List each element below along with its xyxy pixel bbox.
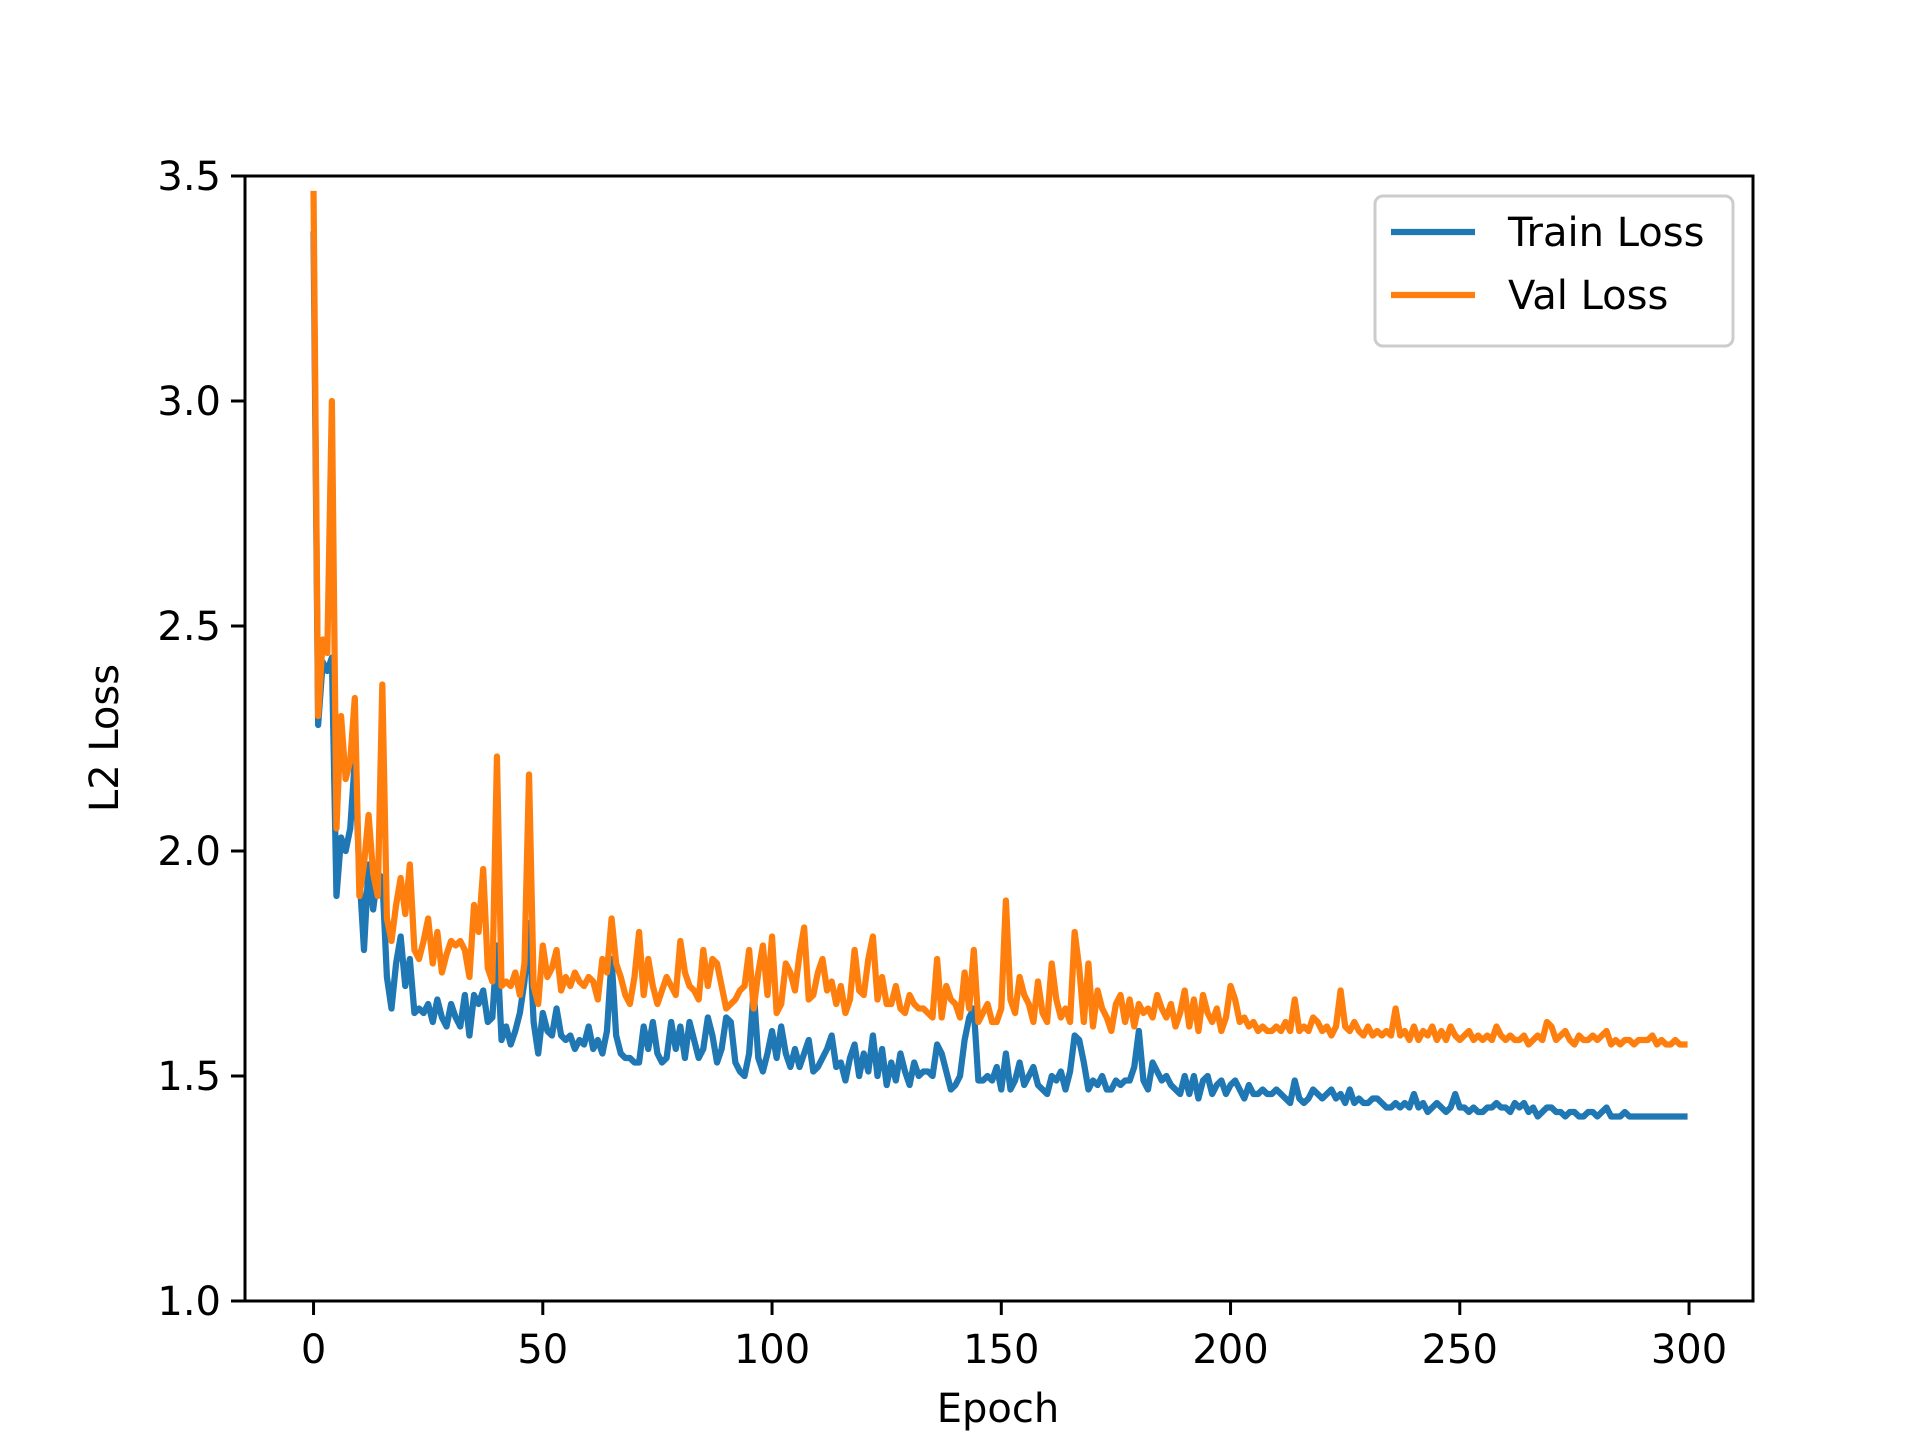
legend-label: Val Loss xyxy=(1508,273,1668,319)
series-line xyxy=(310,190,1688,1048)
x-tick-label: 50 xyxy=(517,1327,568,1373)
x-tick-label: 150 xyxy=(963,1327,1039,1373)
x-tick-label: 100 xyxy=(734,1327,810,1373)
x-tick-label: 200 xyxy=(1192,1327,1268,1373)
y-tick-label: 2.5 xyxy=(157,604,221,650)
x-axis-label: Epoch xyxy=(937,1386,1059,1432)
y-tick-label: 1.5 xyxy=(157,1054,221,1100)
y-tick-label: 1.0 xyxy=(157,1279,221,1325)
y-axis-label: L2 Loss xyxy=(82,664,128,812)
y-tick-label: 3.5 xyxy=(157,154,221,200)
y-tick-label: 2.0 xyxy=(157,829,221,875)
legend-label: Train Loss xyxy=(1507,210,1704,256)
x-tick-label: 0 xyxy=(301,1327,326,1373)
plot-frame xyxy=(243,174,1755,1303)
series-line xyxy=(310,231,1688,1120)
x-tick-label: 250 xyxy=(1422,1327,1498,1373)
x-tick-label: 300 xyxy=(1651,1327,1727,1373)
y-tick-label: 3.0 xyxy=(157,379,221,425)
